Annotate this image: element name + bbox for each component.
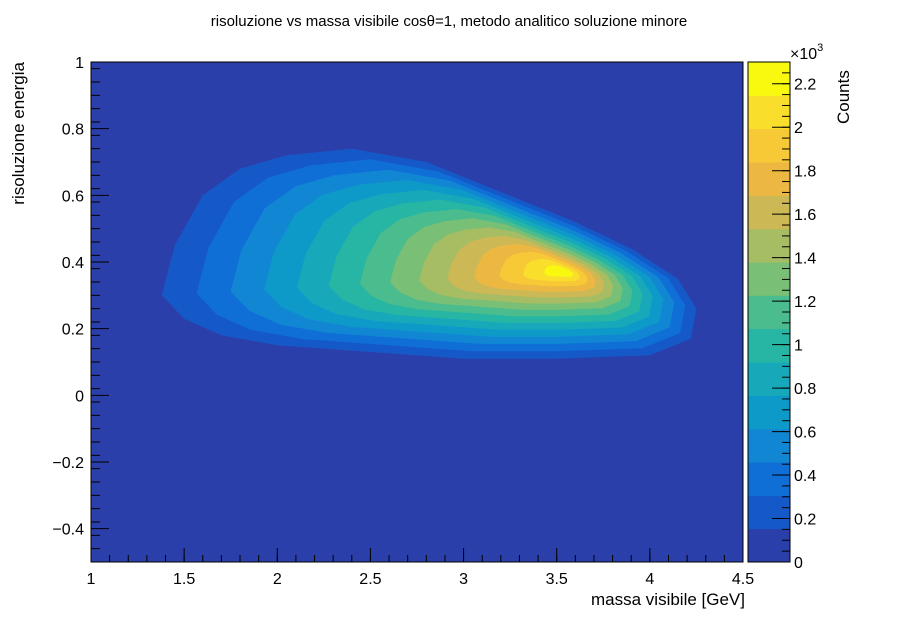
y-tick-label: 0 [75, 388, 84, 405]
colorbar-swatch [748, 328, 790, 363]
colorbar-swatch [748, 228, 790, 263]
x-tick-label: 2.5 [359, 571, 381, 588]
colorbar-tick-label: 2 [794, 120, 803, 137]
colorbar-title: Counts [834, 70, 853, 124]
plot-frame [90, 61, 744, 563]
y-tick-label: −0.2 [52, 455, 84, 472]
y-axis: −0.4 −0.2 0 0.2 0.4 0.6 0.8 1 [52, 55, 109, 563]
colorbar-swatch [748, 395, 790, 430]
y-tick-label: 0.4 [62, 255, 84, 272]
colorbar-swatch [748, 495, 790, 530]
colorbar [748, 62, 790, 563]
colorbar-swatch [748, 362, 790, 396]
x-tick-label: 1 [87, 571, 96, 588]
y-tick-label: −0.4 [52, 522, 84, 539]
x-axis-title: massa visibile [GeV] [591, 590, 745, 609]
colorbar-exponent: ×103 [790, 42, 823, 63]
colorbar-swatch [748, 95, 790, 130]
colorbar-tick-label: 1.6 [794, 207, 816, 224]
colorbar-swatch [748, 162, 790, 196]
heatmap-band [544, 265, 574, 277]
heatmap-bands [161, 148, 697, 359]
y-tick-label: 0.8 [62, 122, 84, 139]
colorbar-swatch [748, 528, 790, 563]
colorbar-tick-label: 1.4 [794, 251, 816, 268]
colorbar-tick-label: 1.2 [794, 294, 816, 311]
colorbar-tick-label: 0.2 [794, 512, 816, 529]
x-tick-label: 4.5 [732, 571, 754, 588]
colorbar-tick-label: 0.6 [794, 425, 816, 442]
chart-title: risoluzione vs massa visibile cosθ=1, me… [211, 13, 687, 30]
colorbar-swatch [748, 195, 790, 230]
colorbar-swatch [748, 462, 790, 496]
y-tick-label: 1 [75, 55, 84, 72]
colorbar-tick-label: 2.2 [794, 77, 816, 94]
colorbar-swatch [748, 62, 790, 96]
y-tick-label: 0.2 [62, 322, 84, 339]
y-axis-title: risoluzione energia [9, 61, 28, 204]
colorbar-tick-label: 0 [794, 555, 803, 572]
colorbar-tick-label: 0.8 [794, 381, 816, 398]
colorbar-tick-label: 1 [794, 338, 803, 355]
colorbar-swatch [748, 428, 790, 463]
x-tick-label: 2 [273, 571, 282, 588]
x-tick-label: 1.5 [173, 571, 195, 588]
colorbar-tick-label: 1.8 [794, 164, 816, 181]
colorbar-exponent-base: ×10 [790, 46, 817, 63]
x-axis: 1 1.5 2 2.5 3 3.5 4 4.5 [87, 548, 754, 588]
x-tick-label: 3.5 [546, 571, 568, 588]
x-tick-label: 4 [645, 571, 654, 588]
colorbar-tick-label: 0.4 [794, 468, 816, 485]
colorbar-swatch [748, 128, 790, 163]
colorbar-axis: 0 0.2 0.4 0.6 0.8 1 1.2 1.4 1.6 1.8 2 2.2 [772, 61, 816, 572]
colorbar-exponent-power: 3 [817, 42, 823, 54]
y-tick-label: 0.6 [62, 188, 84, 205]
x-tick-label: 3 [459, 571, 468, 588]
